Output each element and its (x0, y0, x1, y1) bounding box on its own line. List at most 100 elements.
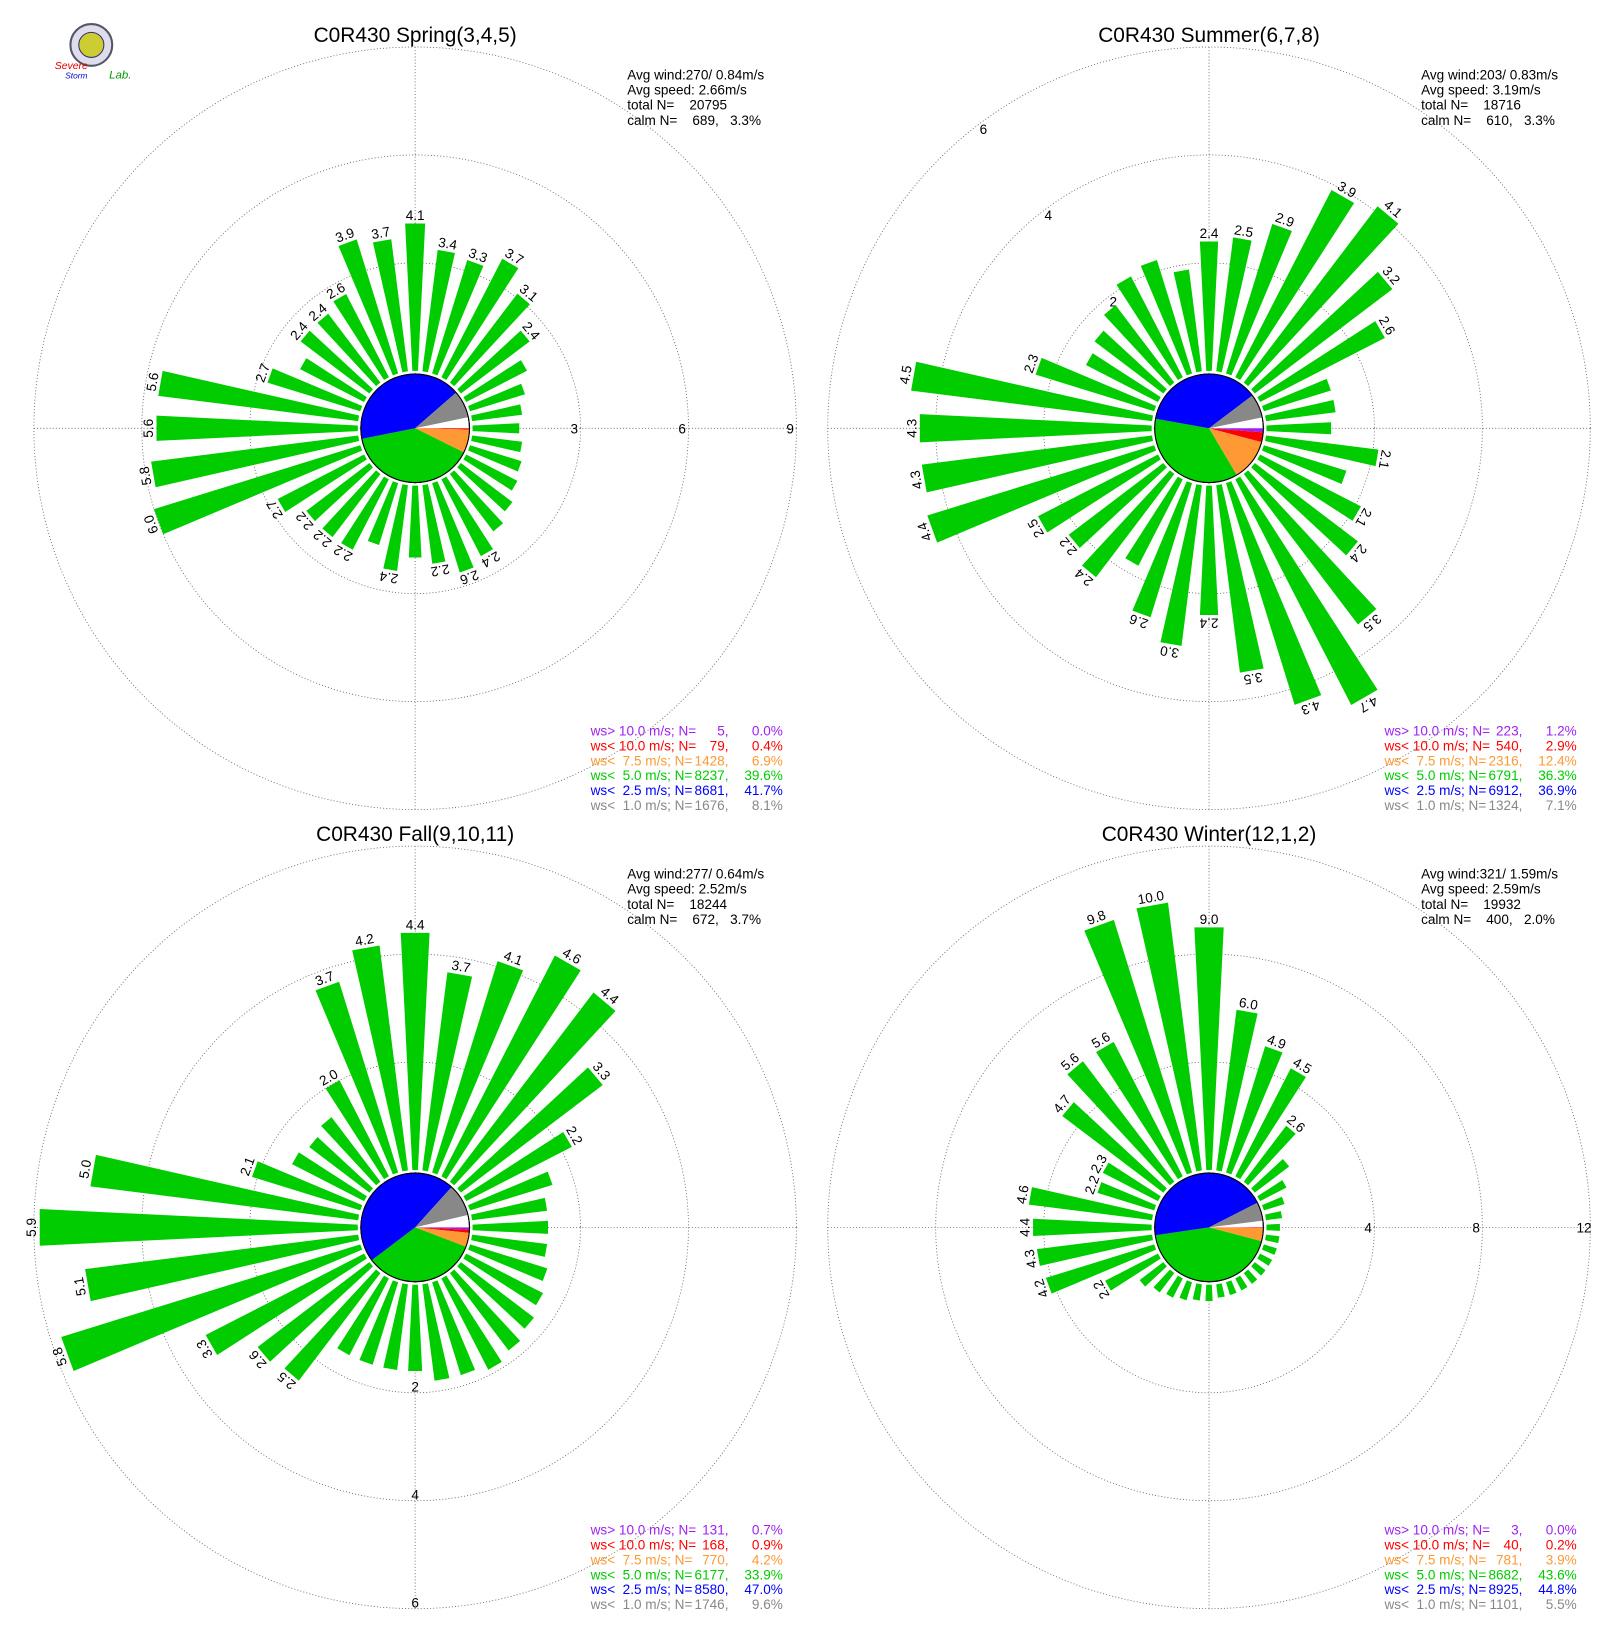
bar (1081, 470, 1175, 578)
bar-label: 3.5 (1243, 669, 1264, 687)
bar (1036, 1234, 1154, 1266)
legend-percent: 0.0% (752, 723, 783, 738)
bar (457, 463, 513, 512)
bar (457, 1067, 603, 1193)
legend-name: ws< 2.5 m/s; N= (1384, 1582, 1487, 1597)
pie-slice (1155, 1227, 1262, 1282)
bar (468, 1244, 548, 1282)
pie-slice (1209, 1227, 1264, 1242)
bar (449, 992, 616, 1186)
stats-line: Avg wind:277/ 0.64m/s (627, 866, 764, 881)
bar (1160, 484, 1202, 646)
bar-label: 9.8 (1085, 907, 1108, 928)
legend-count: 8682, (1488, 1567, 1522, 1582)
bar (432, 481, 474, 573)
legend-percent: 7.1% (1546, 798, 1577, 813)
calm-circle-outline (360, 1172, 470, 1283)
pie-slice (1209, 395, 1263, 429)
bar-label: 4.1 (502, 948, 525, 969)
r-tick-label: 2 (411, 1380, 419, 1395)
legend-count: 1676, (695, 798, 729, 813)
pie-slice (1154, 418, 1237, 483)
bar (471, 435, 523, 453)
bar (1257, 321, 1385, 403)
bar (422, 484, 446, 564)
pie-slice (415, 428, 470, 430)
bar (1243, 470, 1377, 625)
r-tick-label: 6 (980, 122, 988, 137)
r-tick-label: 6 (678, 422, 686, 437)
r-tick-label: 12 (1576, 1221, 1591, 1236)
bar (468, 445, 522, 472)
pie-slice (1209, 428, 1264, 433)
legend-count: 6791, (1488, 768, 1522, 783)
legend-count: 1324, (1488, 798, 1522, 813)
bar (1261, 1196, 1285, 1211)
bar (284, 1269, 381, 1381)
legend-percent: 0.2% (1546, 1537, 1577, 1552)
stats-line: Avg wind:203/ 0.83m/s (1421, 67, 1558, 82)
bar (317, 313, 381, 387)
bar (457, 1262, 534, 1329)
legend-percent: 9.6% (752, 1597, 783, 1612)
r-tick-label: 2 (1109, 294, 1117, 309)
bar-label: 4.2 (1031, 1277, 1052, 1300)
legend-percent: 36.3% (1538, 768, 1576, 783)
bar-label: 5.8 (137, 465, 155, 486)
grid-ring (33, 46, 797, 810)
bar (1243, 1125, 1296, 1186)
bar-label: 2.6 (1127, 611, 1150, 632)
r-tick-label: 6 (411, 1596, 419, 1611)
bar (1132, 481, 1193, 618)
bar (1226, 481, 1322, 705)
bar (1216, 237, 1252, 373)
legend-percent: 0.9% (752, 1537, 783, 1552)
bar-label: 10.0 (1137, 888, 1166, 907)
bar (205, 1253, 367, 1355)
stats-line: Avg speed: 3.19m/s (1421, 83, 1541, 98)
legend-name: ws< 7.5 m/s; N= (590, 1552, 693, 1567)
bar (1243, 1269, 1258, 1284)
grid-ring (33, 845, 797, 1610)
stats-line: calm N= 400, 2.0% (1421, 912, 1555, 927)
bar (463, 454, 518, 491)
bar (1251, 271, 1393, 394)
bar (1166, 1275, 1183, 1298)
bar (449, 293, 530, 387)
bar-label: 2.7 (252, 361, 273, 384)
bar (471, 1197, 548, 1221)
bar (919, 414, 1152, 443)
bar (463, 1131, 572, 1202)
bar (441, 955, 581, 1180)
bar (1226, 223, 1292, 376)
pie-slice (361, 428, 464, 483)
chart-title: C0R430 Winter(12,1,2) (1102, 823, 1317, 846)
chart-title: C0R430 Spring(3,4,5) (314, 24, 517, 47)
bar (1084, 919, 1193, 1175)
r-tick-label: 8 (1472, 1221, 1480, 1236)
bar (432, 259, 484, 376)
bar (1125, 476, 1183, 566)
pie-slice (415, 1227, 470, 1247)
legend-count: 6912, (1488, 783, 1522, 798)
bar (1265, 1211, 1283, 1221)
bar (472, 1220, 548, 1234)
bar (911, 361, 1154, 422)
legend-count: 223, (1496, 723, 1522, 738)
bar (1235, 1275, 1248, 1291)
legend-percent: 0.7% (752, 1522, 783, 1537)
bar (1243, 206, 1399, 387)
bar (1102, 1162, 1161, 1202)
bar-label: 9.0 (1200, 912, 1219, 927)
bar (372, 239, 408, 373)
wind-rose-panel: C0R430 Spring(3,4,5)3 6 94.13.43.3 3.73.12.… (33, 24, 797, 813)
grid-ring (249, 262, 581, 595)
bar (1235, 476, 1378, 705)
pie-slice (1209, 1202, 1263, 1228)
bar (1265, 400, 1336, 422)
legend-count: 3, (1511, 1522, 1522, 1537)
legend-percent: 0.0% (1546, 1522, 1577, 1537)
bar-label: 2.9 (1273, 210, 1296, 231)
bar (1105, 1253, 1161, 1291)
legend-name: ws< 2.5 m/s; N= (590, 1582, 693, 1597)
